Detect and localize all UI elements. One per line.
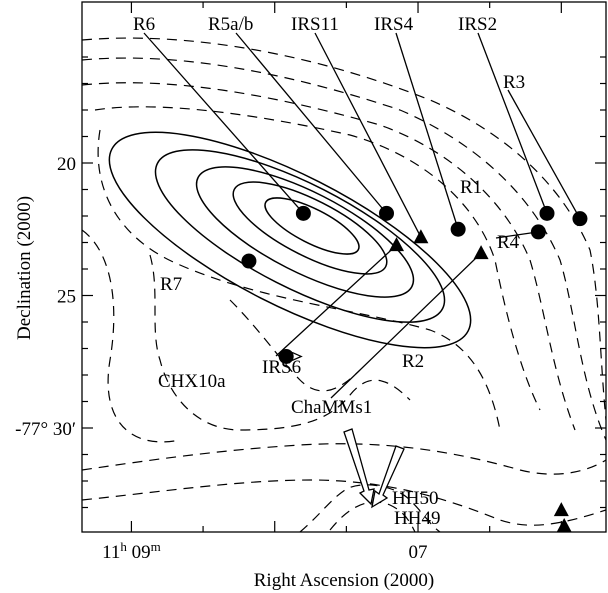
dashed-contour [329, 501, 416, 532]
axis-tick-labels: 11h 09m07052025-77° 30′ [15, 154, 428, 563]
source-label-hh50: HH50 [392, 488, 438, 509]
plot-frame [81, 1, 607, 533]
circle-marker-chx10a [278, 348, 294, 364]
triangle-marker-source-near-irs11 [413, 229, 429, 244]
source-labels: R6 R5a/b IRS11 IRS4 IRS2 R3 R1 R4 R7 R2 IRS6 CHX10a… [133, 14, 525, 529]
outflow-arrow-right [371, 445, 405, 509]
outflow-arrows [343, 428, 405, 509]
circle-marker-r6 [295, 205, 311, 221]
source-markers [241, 205, 588, 533]
solid-contour [108, 131, 472, 349]
source-label-chamms1: ChaMMs1 [291, 397, 372, 418]
dashed-contour [97, 129, 501, 431]
dashed-contour [82, 229, 181, 443]
source-label-r2: R2 [402, 351, 424, 372]
x-tick-label-sup: h [120, 539, 127, 554]
leader-line-chamms1 [330, 252, 482, 399]
triangle-marker-hh49 [556, 518, 572, 533]
leader-line-r6 [143, 32, 304, 214]
source-label-irs2: IRS2 [458, 14, 497, 35]
y-tick-label: 25 [57, 287, 76, 308]
x-tick-label: 11h 09m [102, 539, 161, 563]
source-label-r4: R4 [497, 232, 520, 253]
source-label-chx10a: CHX10a [158, 371, 226, 392]
dashed-contour [82, 57, 606, 441]
contour-layer [82, 37, 606, 532]
leader-line-irs4 [395, 32, 459, 230]
outflow-arrow-left [343, 428, 375, 506]
x-tick-label: 07 [409, 542, 428, 563]
solid-contours [108, 131, 472, 349]
solid-contour [264, 197, 360, 255]
triangle-marker-irs6 [389, 237, 405, 252]
circle-marker-irs4 [539, 205, 555, 221]
solid-contour [154, 149, 446, 323]
dashed-contour [229, 299, 361, 392]
chx10a-marker-tail [291, 351, 303, 362]
source-label-irs11: IRS11 [291, 14, 339, 35]
x-tick-label-part: 09 [127, 542, 151, 563]
dashed-contour [94, 106, 541, 411]
y-axis-title: Declination (2000) [14, 196, 35, 340]
x-axis-title: Right Ascension (2000) [254, 570, 435, 591]
triangle-marker-chamms1 [473, 245, 489, 260]
leader-line-irs11 [314, 32, 422, 238]
dashed-contours [82, 37, 606, 532]
leader-line-r5a-b [235, 32, 387, 214]
triangle-marker-hh50 [553, 502, 569, 517]
circle-marker-irs2 [572, 211, 588, 227]
y-tick-label: 20 [57, 154, 76, 175]
leader-line-irs6 [275, 244, 397, 357]
circle-marker-r5a-b [378, 205, 394, 221]
axis-ticks [82, 2, 606, 532]
circle-marker-irs11 [450, 221, 466, 237]
y-tick-label: -77° 30′ [15, 419, 76, 440]
dashed-contour [82, 37, 606, 421]
source-label-r1: R1 [460, 177, 482, 198]
circle-marker-r4 [530, 224, 546, 240]
source-label-r5a-b: R5a/b [208, 14, 253, 35]
dashed-contour [149, 254, 411, 431]
source-label-r6: R6 [133, 14, 155, 35]
dashed-contour [299, 484, 441, 532]
source-label-irs4: IRS4 [374, 14, 414, 35]
leader-line-r3 [507, 89, 581, 219]
dashed-contour [82, 443, 606, 475]
source-label-r7: R7 [160, 274, 182, 295]
x-tick-label-sup: m [151, 539, 161, 554]
leader-line-irs2 [477, 32, 548, 214]
leader-lines [143, 32, 581, 399]
dashed-contour [82, 82, 576, 431]
x-tick-label-part: 11 [102, 542, 120, 563]
source-label-irs6: IRS6 [262, 357, 301, 378]
circle-marker-r7 [241, 253, 257, 269]
dashed-contour [82, 479, 606, 526]
source-label-hh49: HH49 [394, 508, 440, 529]
source-label-r3: R3 [503, 72, 525, 93]
solid-contour [232, 181, 388, 275]
solid-contour [195, 166, 415, 298]
